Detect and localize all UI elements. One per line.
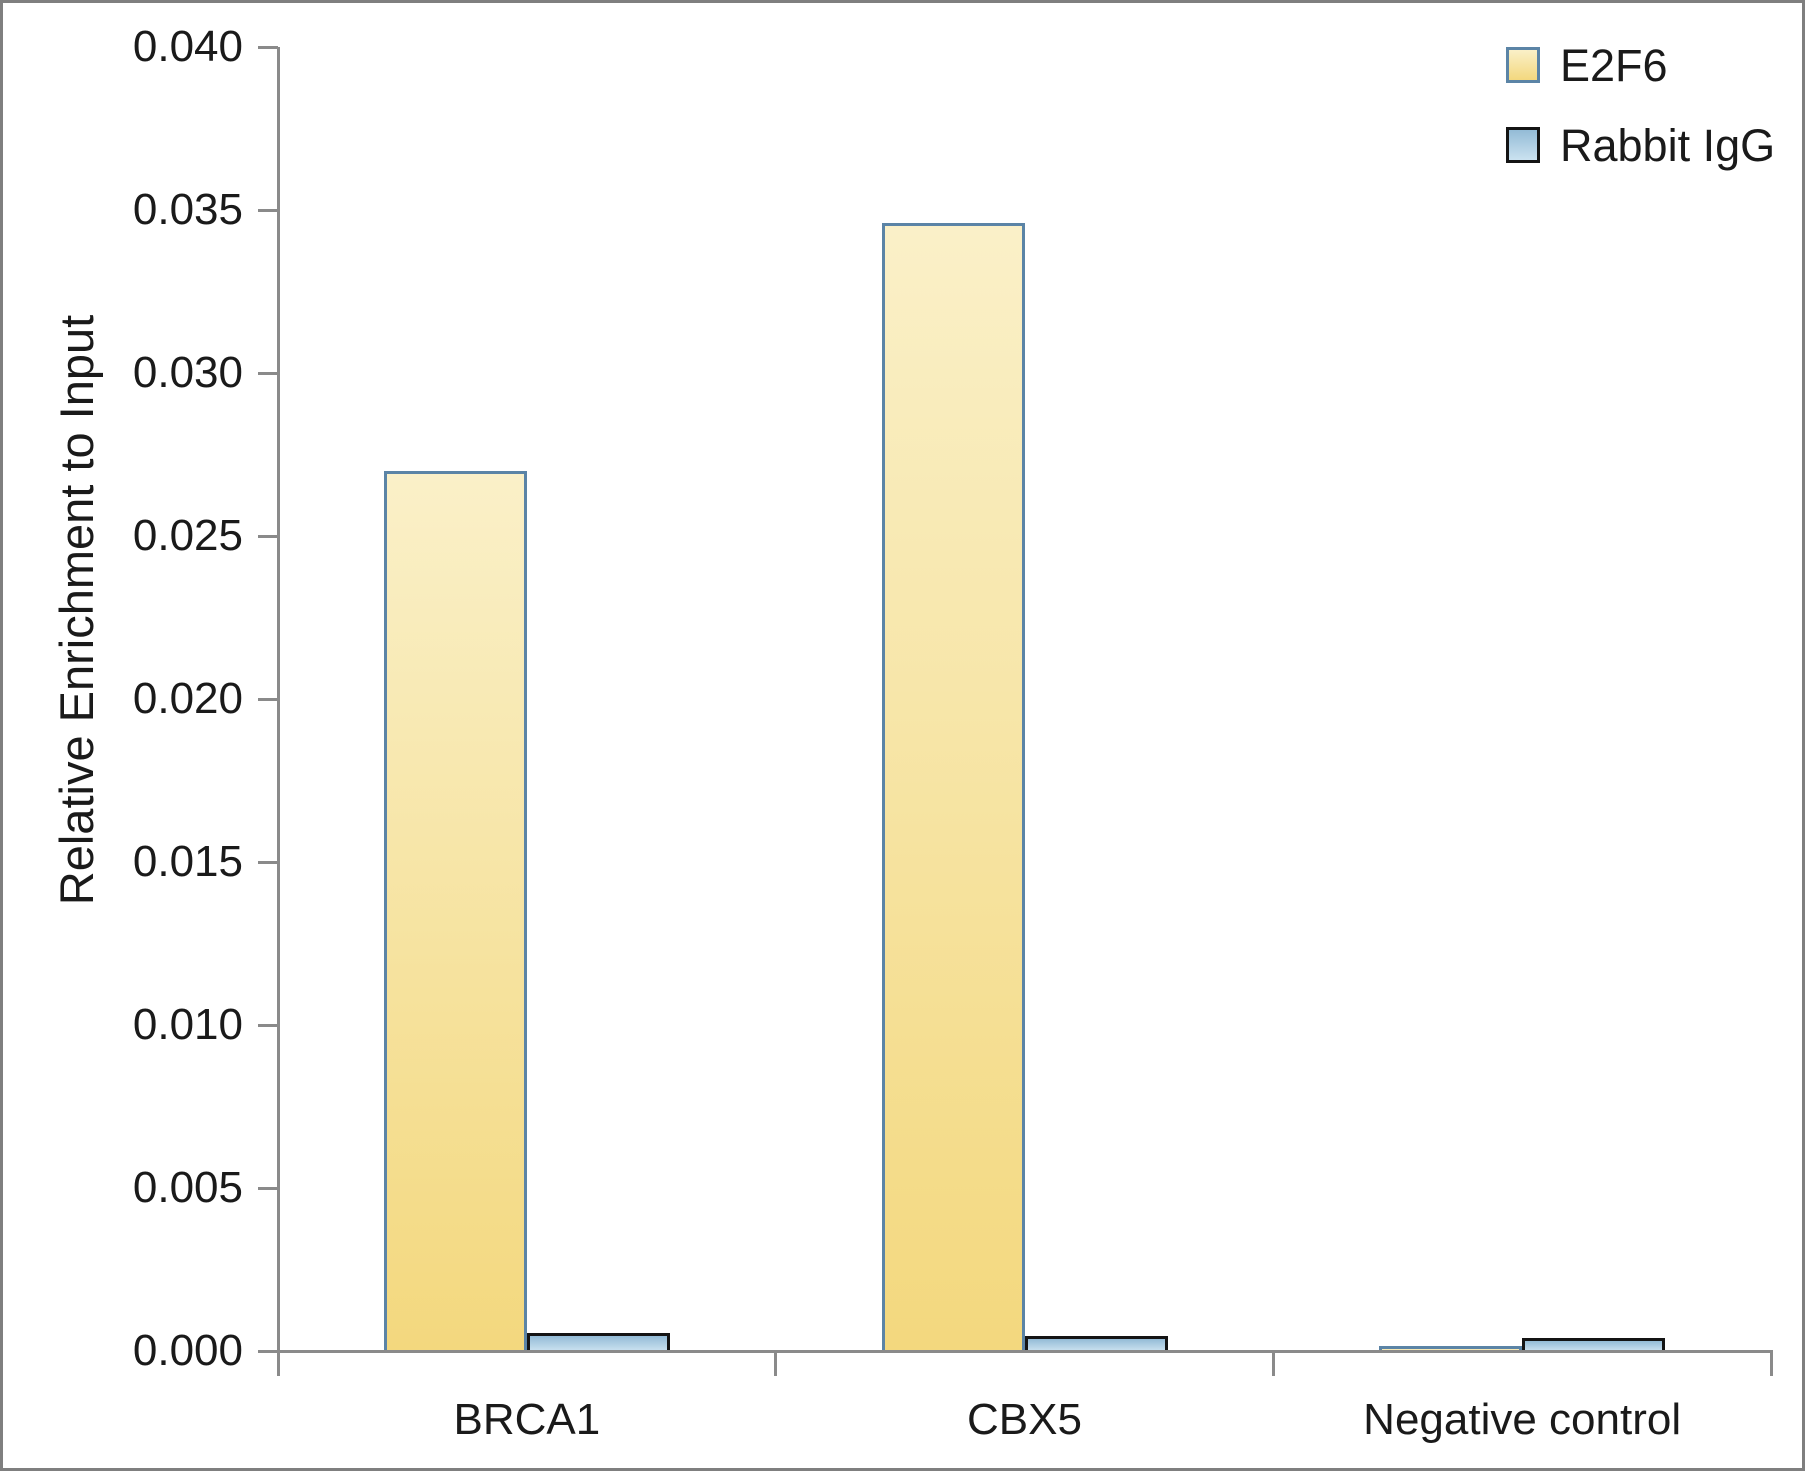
x-axis-tick — [1271, 1351, 1275, 1376]
y-tick-label: 0.035 — [132, 185, 243, 234]
legend-label-e2f6: E2F6 — [1560, 40, 1668, 91]
y-tick-label: 0.020 — [132, 674, 243, 723]
bar-rabbit-igg-negative-control — [1522, 1338, 1666, 1351]
y-tick-label: 0.015 — [132, 837, 243, 886]
y-tick-label: 0.025 — [132, 511, 243, 560]
y-axis-tick — [258, 371, 278, 375]
x-category-label: Negative control — [1363, 1395, 1682, 1444]
y-tick-label: 0.000 — [132, 1326, 243, 1375]
legend-label-rabbit-igg: Rabbit IgG — [1560, 120, 1776, 171]
y-axis-line — [276, 47, 280, 1376]
bar-e2f6-brca1 — [383, 471, 527, 1351]
y-axis-tick — [258, 1186, 278, 1190]
x-axis-tick — [1769, 1351, 1773, 1376]
y-axis-tick — [258, 1023, 278, 1027]
y-axis-tick — [258, 1349, 278, 1353]
y-tick-label: 0.030 — [132, 348, 243, 397]
y-tick-label: 0.005 — [132, 1163, 243, 1212]
bar-rabbit-igg-cbx5 — [1024, 1336, 1168, 1351]
y-axis-title: Relative Enrichment to Input — [50, 314, 103, 906]
legend-swatch-rabbit-igg — [1506, 127, 1540, 163]
bar-e2f6-cbx5 — [881, 223, 1025, 1351]
bar-e2f6-negative-control — [1379, 1346, 1523, 1351]
y-axis-tick — [258, 534, 278, 538]
y-axis-tick — [258, 45, 278, 49]
y-axis-tick — [258, 697, 278, 701]
legend-swatch-e2f6 — [1506, 47, 1540, 83]
y-tick-label: 0.040 — [132, 22, 243, 71]
x-category-label: CBX5 — [967, 1395, 1082, 1444]
x-category-label: BRCA1 — [453, 1395, 601, 1444]
x-axis-tick — [276, 1351, 280, 1376]
x-axis-tick — [774, 1351, 778, 1376]
y-axis-tick — [258, 208, 278, 212]
x-axis-line — [276, 1349, 1773, 1353]
y-tick-label: 0.010 — [132, 1000, 243, 1049]
y-axis-tick — [258, 860, 278, 864]
bar-rabbit-igg-brca1 — [526, 1333, 670, 1351]
